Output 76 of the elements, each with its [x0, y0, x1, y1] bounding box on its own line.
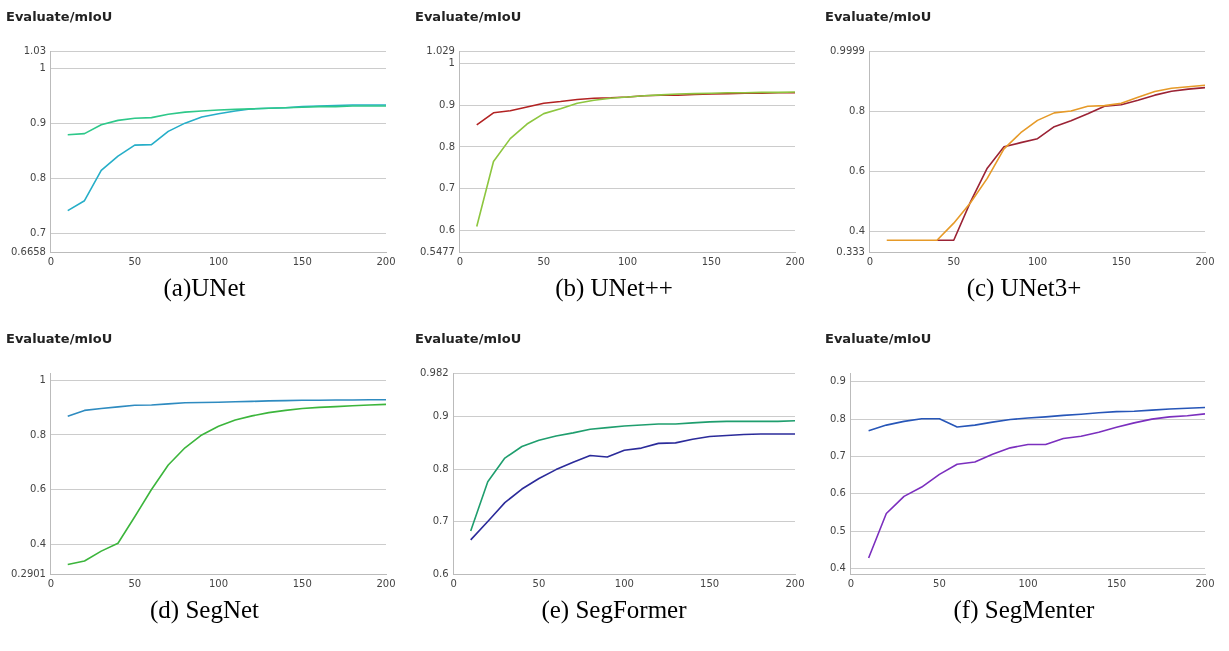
- x-tick-label: 150: [1106, 577, 1127, 589]
- x-tick-label: 200: [1195, 577, 1215, 589]
- text: (d) SegNet: [149, 596, 260, 624]
- y-tick-label: 0.8: [439, 140, 455, 152]
- text: (a)UNet: [162, 274, 247, 302]
- y-tick-label: 1: [39, 61, 46, 73]
- x-tick-label: 150: [292, 255, 312, 267]
- x-tick-label: 100: [208, 255, 229, 267]
- y-tick-label: 0.8: [432, 462, 449, 474]
- x-tick-label: 50: [537, 255, 551, 267]
- x-tick-label: 0: [866, 255, 874, 267]
- y-tick-label: 0.6: [849, 165, 865, 177]
- chart-title: Evaluate/mIoU: [6, 9, 113, 25]
- x-tick-label: 0: [847, 577, 855, 589]
- chart-title: Evaluate/mIoU: [415, 331, 522, 347]
- y-tick-label: 1.03: [23, 45, 46, 57]
- y-tick-label: 0.7: [830, 450, 846, 462]
- x-tick-label: 0: [456, 255, 464, 267]
- y-tick-label: 0.6658: [10, 245, 46, 257]
- x-tick-label: 150: [701, 255, 721, 267]
- y-tick-label: 0.7: [432, 515, 449, 527]
- x-tick-label: 200: [376, 577, 396, 589]
- x-tick-label: 100: [1018, 577, 1038, 589]
- y-tick-label: 1.029: [426, 45, 455, 57]
- y-tick-label: 0.6: [830, 487, 846, 499]
- y-tick-label: 0.982: [419, 367, 449, 379]
- y-tick-label: 1: [448, 57, 455, 69]
- text: (f) SegMenter: [952, 596, 1096, 624]
- y-tick-label: 0.9: [432, 410, 449, 422]
- x-tick-label: 0: [47, 577, 55, 589]
- y-tick-label: 0.9: [30, 116, 46, 128]
- x-tick-label: 150: [700, 577, 720, 589]
- chart-title: Evaluate/mIoU: [825, 9, 932, 25]
- x-tick-label: 50: [128, 255, 142, 267]
- y-tick-label: 0.5: [830, 524, 846, 536]
- x-tick-label: 0: [450, 577, 457, 589]
- y-tick-label: 0.9: [830, 375, 846, 387]
- y-tick-label: 0.5477: [419, 245, 455, 257]
- x-tick-label: 200: [376, 255, 396, 267]
- chart-title: Evaluate/mIoU: [415, 9, 522, 25]
- y-tick-label: 0.8: [30, 171, 46, 183]
- x-tick-label: 0: [47, 255, 55, 267]
- x-tick-label: 100: [614, 577, 634, 589]
- y-tick-label: 0.9: [439, 98, 455, 110]
- x-tick-label: 100: [1027, 255, 1048, 267]
- y-tick-label: 0.2901: [10, 567, 46, 579]
- y-tick-label: 0.6: [432, 567, 449, 579]
- x-tick-label: 200: [785, 255, 805, 267]
- y-tick-label: 0.4: [849, 225, 865, 237]
- y-tick-label: 0.8: [830, 412, 846, 424]
- y-tick-label: 0.9999: [829, 45, 865, 57]
- x-tick-label: 100: [617, 255, 638, 267]
- y-tick-label: 0.7: [30, 226, 46, 238]
- x-tick-label: 50: [933, 577, 946, 589]
- text: (e) SegFormer: [540, 596, 688, 624]
- x-tick-label: 50: [128, 577, 142, 589]
- x-tick-label: 150: [1111, 255, 1131, 267]
- x-tick-label: 100: [208, 577, 229, 589]
- x-tick-label: 150: [292, 577, 312, 589]
- y-tick-label: 0.7: [439, 182, 455, 194]
- y-tick-label: 0.4: [830, 562, 846, 573]
- x-tick-label: 200: [1195, 255, 1215, 267]
- y-tick-label: 0.6: [30, 483, 46, 495]
- x-tick-label: 200: [785, 577, 805, 589]
- y-tick-label: 1: [39, 374, 46, 386]
- chart-title: Evaluate/mIoU: [6, 331, 113, 347]
- y-tick-label: 0.333: [836, 245, 865, 257]
- chart-title: Evaluate/mIoU: [825, 331, 932, 347]
- y-tick-label: 0.6: [439, 223, 455, 235]
- text: (b) UNet++: [554, 274, 674, 302]
- text: (c) UNet3+: [965, 274, 1083, 302]
- x-tick-label: 50: [532, 577, 546, 589]
- y-tick-label: 0.8: [849, 105, 865, 117]
- x-tick-label: 50: [947, 255, 961, 267]
- y-tick-label: 0.8: [30, 428, 46, 440]
- y-tick-label: 0.4: [30, 537, 46, 549]
